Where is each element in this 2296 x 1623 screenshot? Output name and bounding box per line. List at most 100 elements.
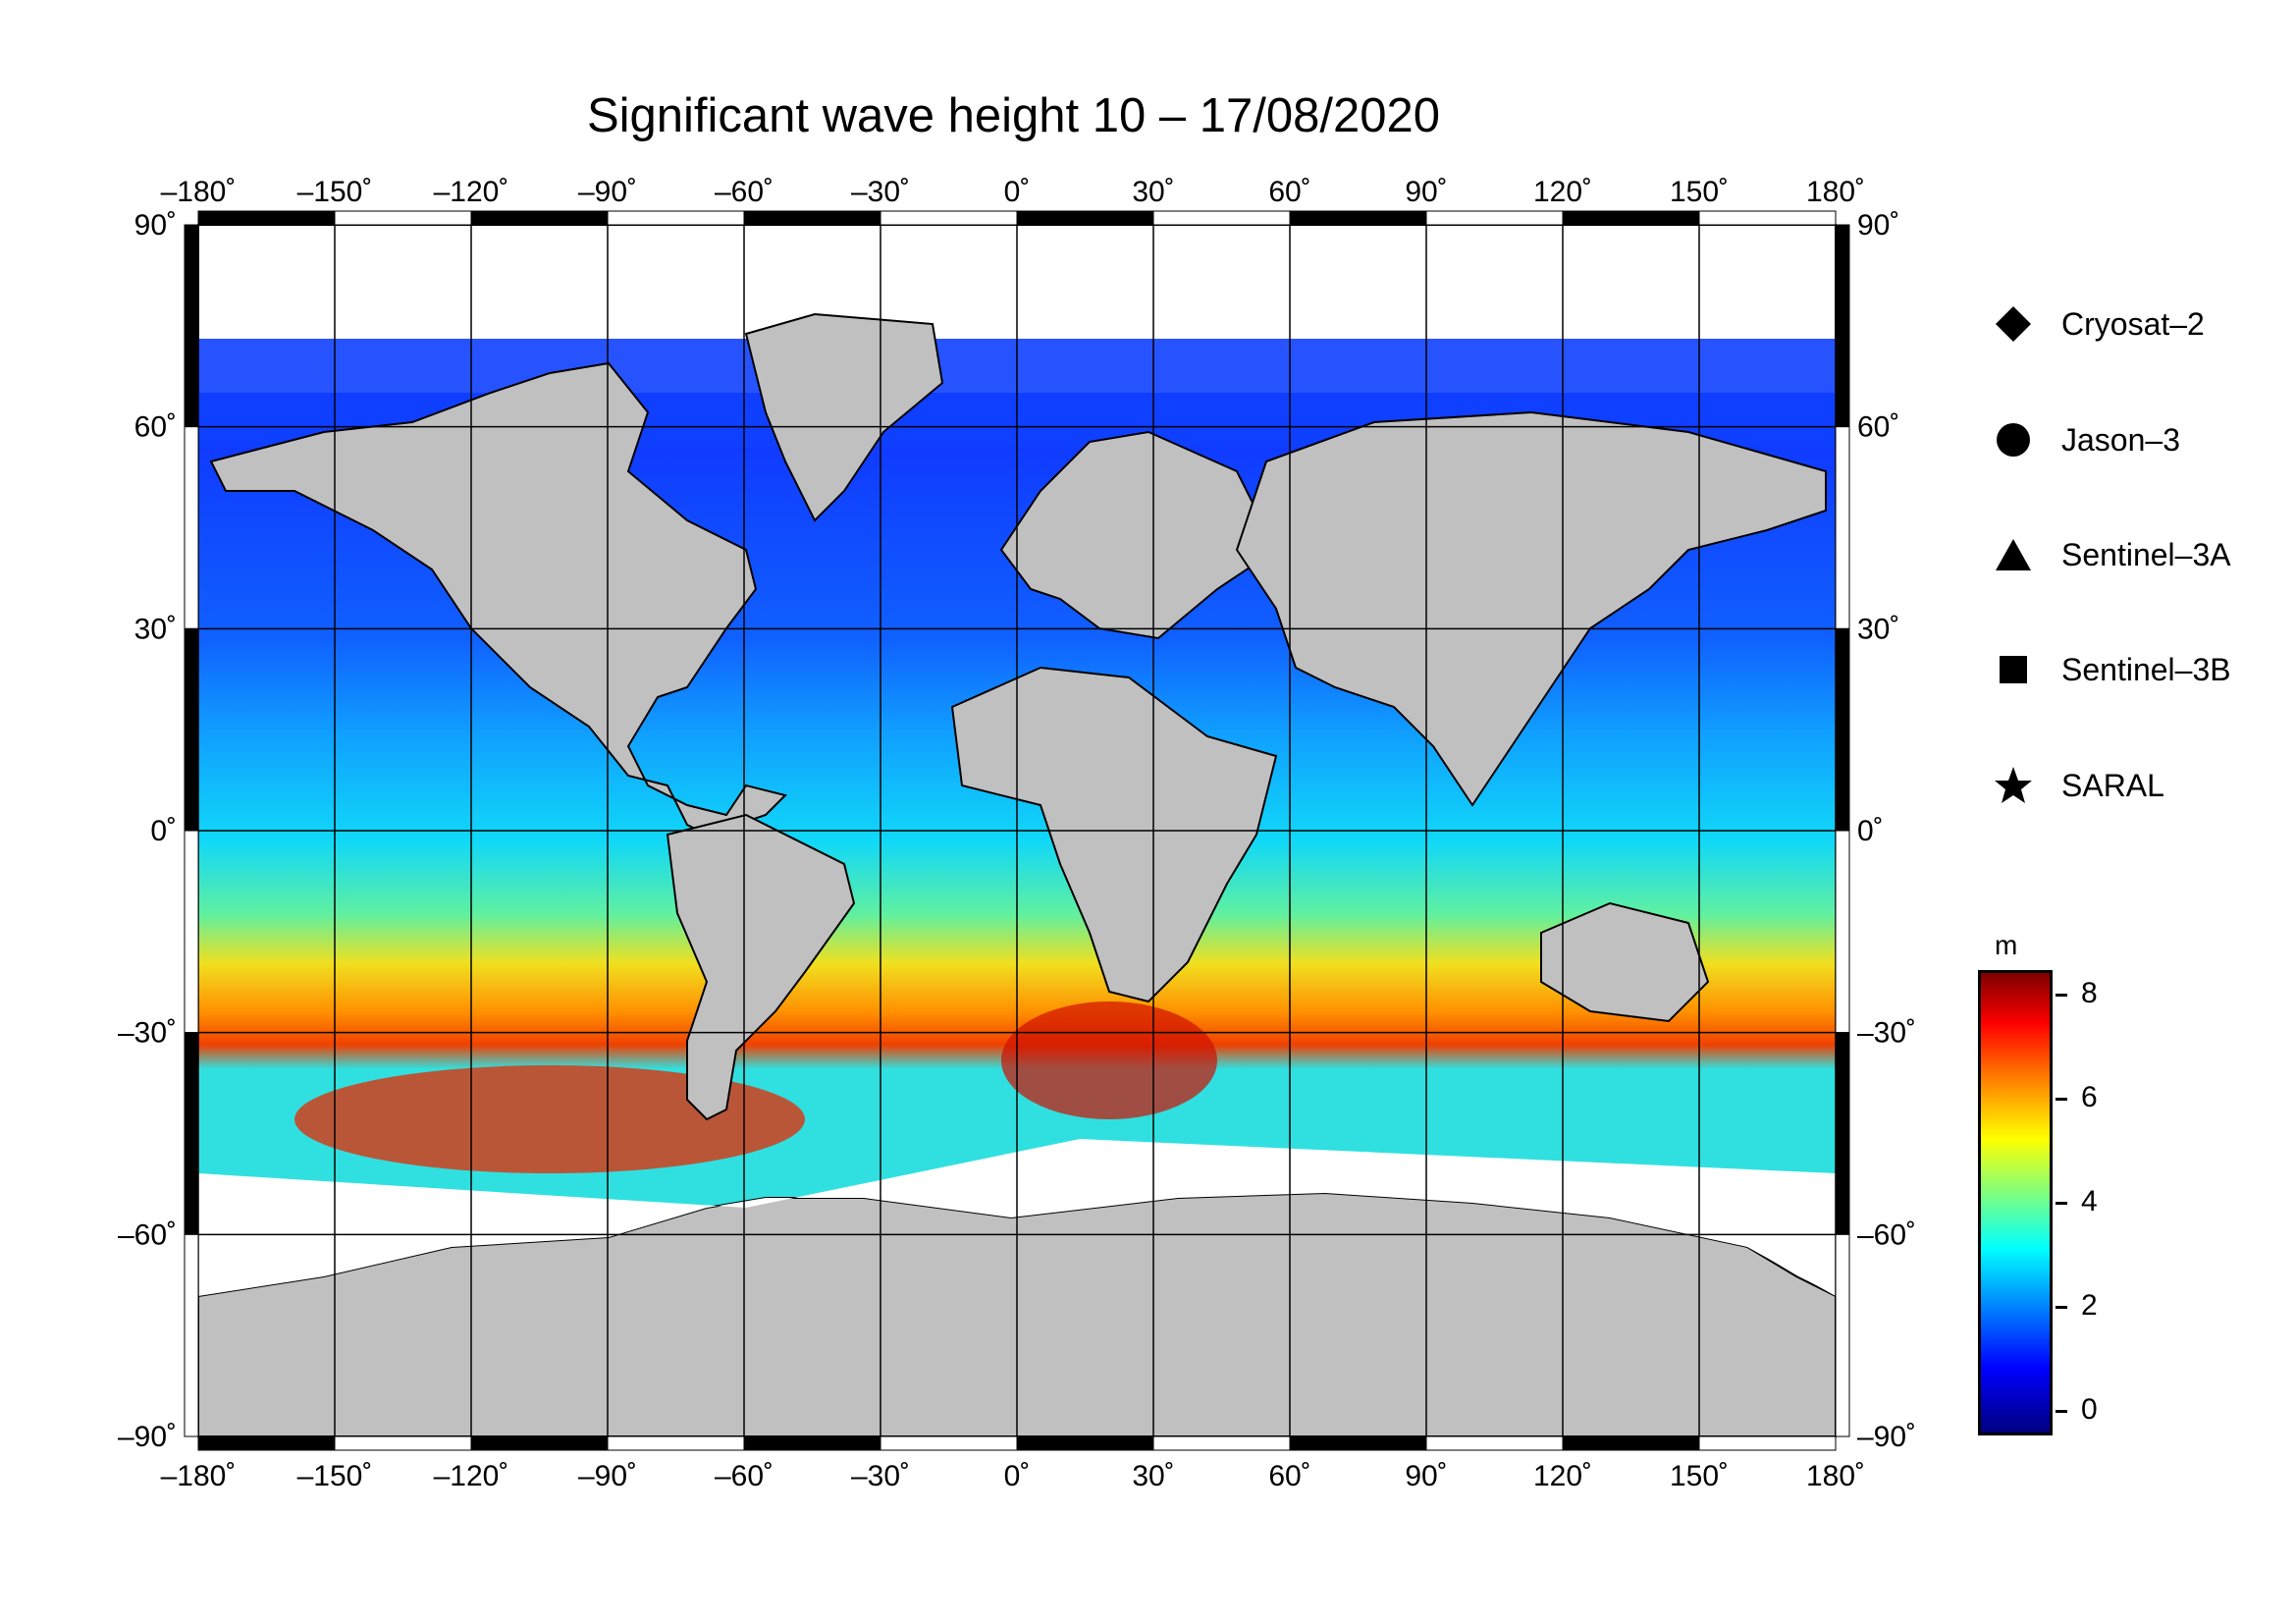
lon-tick-label-top: 60˚ bbox=[1268, 176, 1310, 208]
lat-tick-label-right: –30˚ bbox=[1857, 1017, 1916, 1050]
lon-tick-label-top: 0˚ bbox=[1004, 176, 1031, 208]
lat-tick-label-left: –30˚ bbox=[118, 1017, 177, 1050]
colorbar-tick bbox=[2056, 1410, 2067, 1413]
circle-icon bbox=[1993, 419, 2034, 460]
frame-bar-bottom bbox=[1016, 1435, 1154, 1451]
legend-label: Sentinel–3B bbox=[2061, 651, 2231, 687]
frame-bar-top bbox=[1698, 210, 1837, 226]
lat-tick-label-right: 30˚ bbox=[1857, 613, 1899, 645]
africa bbox=[950, 666, 1278, 1003]
frame-bar-top bbox=[607, 210, 745, 226]
lon-tick-label-top: 180˚ bbox=[1806, 176, 1865, 208]
lon-tick-label-bottom: –60˚ bbox=[715, 1460, 774, 1492]
frame-bar-left bbox=[184, 1032, 199, 1235]
legend-label: Cryosat–2 bbox=[2061, 305, 2205, 342]
legend-item-sentinel-3a: Sentinel–3A bbox=[1993, 530, 2231, 579]
frame-bar-right bbox=[1835, 224, 1850, 428]
colorbar-tick bbox=[2056, 994, 2067, 997]
lat-tick-label-left: –90˚ bbox=[118, 1421, 177, 1453]
asia bbox=[1235, 410, 1827, 807]
frame-bar-bottom bbox=[1425, 1435, 1564, 1451]
lon-tick-label-bottom: 90˚ bbox=[1405, 1460, 1447, 1492]
lon-tick-label-bottom: –30˚ bbox=[851, 1460, 910, 1492]
colorbar-label: 0 bbox=[2081, 1393, 2098, 1426]
frame-bar-left bbox=[184, 1233, 199, 1437]
frame-bar-right bbox=[1835, 1032, 1850, 1235]
colorbar bbox=[1978, 970, 2053, 1435]
frame-bar-right bbox=[1835, 830, 1850, 1034]
frame-bar-bottom bbox=[334, 1435, 472, 1451]
colorbar-tick bbox=[2056, 1306, 2067, 1309]
lon-tick-label-bottom: 60˚ bbox=[1268, 1460, 1310, 1492]
southern-ocean-high-waves-east bbox=[1001, 1001, 1217, 1119]
south-america bbox=[666, 813, 856, 1121]
legend-item-cryosat: Cryosat–2 bbox=[1993, 299, 2205, 349]
frame-bar-left bbox=[184, 224, 199, 428]
lon-tick-label-top: 120˚ bbox=[1533, 176, 1592, 208]
lon-tick-label-top: 30˚ bbox=[1132, 176, 1174, 208]
legend-item-jason: Jason–3 bbox=[1993, 415, 2180, 464]
square-icon bbox=[1993, 649, 2034, 690]
legend-item-saral: SARAL bbox=[1993, 761, 2164, 810]
frame-bar-bottom bbox=[1698, 1435, 1837, 1451]
lon-tick-label-top: 150˚ bbox=[1670, 176, 1729, 208]
triangle-icon bbox=[1993, 534, 2034, 575]
frame-bars bbox=[184, 210, 1850, 1451]
australia bbox=[1540, 901, 1710, 1023]
lat-tick-label-right: 60˚ bbox=[1857, 411, 1899, 444]
lat-tick-label-left: 90˚ bbox=[134, 209, 177, 242]
lon-tick-label-top: –30˚ bbox=[851, 176, 910, 208]
colorbar-label: 8 bbox=[2081, 977, 2098, 1009]
legend-item-sentinel-3b: Sentinel–3B bbox=[1993, 645, 2231, 694]
lon-tick-label-bottom: 30˚ bbox=[1132, 1460, 1174, 1492]
tick-labels: –180˚ –180˚ –150˚ –150˚ –120˚ –120˚ –90˚ –90˚ –6… bbox=[118, 176, 1916, 1492]
lat-tick-label-left: 30˚ bbox=[134, 613, 177, 645]
frame-bar-top bbox=[197, 210, 336, 226]
lat-tick-label-right: 0˚ bbox=[1857, 815, 1884, 847]
frame-bar-bottom bbox=[470, 1435, 609, 1451]
frame-bar-bottom bbox=[1289, 1435, 1427, 1451]
colorbar-label: 2 bbox=[2081, 1289, 2098, 1322]
lat-tick-label-left: 60˚ bbox=[134, 411, 177, 444]
frame-bar-bottom bbox=[743, 1435, 881, 1451]
greenland bbox=[744, 312, 944, 522]
frame-bar-top bbox=[1425, 210, 1564, 226]
lon-tick-label-top: –90˚ bbox=[578, 176, 637, 208]
frame-bar-top bbox=[334, 210, 472, 226]
frame-bar-top bbox=[1289, 210, 1427, 226]
lon-tick-label-bottom: –180˚ bbox=[161, 1460, 237, 1492]
lon-tick-label-bottom: –150˚ bbox=[297, 1460, 373, 1492]
colorbar-tick bbox=[2056, 1202, 2067, 1205]
north-america bbox=[209, 361, 787, 837]
diamond-icon bbox=[1993, 303, 2034, 345]
frame-bar-bottom bbox=[197, 1435, 336, 1451]
lon-tick-label-bottom: –90˚ bbox=[578, 1460, 637, 1492]
frame-bar-left bbox=[184, 830, 199, 1034]
lat-tick-label-right: –90˚ bbox=[1857, 1421, 1916, 1453]
lon-tick-label-top: –120˚ bbox=[434, 176, 509, 208]
lat-tick-label-right: 90˚ bbox=[1857, 209, 1899, 242]
star-icon bbox=[1993, 765, 2034, 806]
legend-label: SARAL bbox=[2061, 767, 2164, 803]
frame-bar-top bbox=[1016, 210, 1154, 226]
frame-bar-bottom bbox=[880, 1435, 1018, 1451]
colorbar-label: 6 bbox=[2081, 1081, 2098, 1113]
lon-tick-label-bottom: –120˚ bbox=[434, 1460, 509, 1492]
frame-bar-top bbox=[880, 210, 1018, 226]
frame-bar-bottom bbox=[1152, 1435, 1291, 1451]
frame-bar-right bbox=[1835, 1233, 1850, 1437]
frame-bar-left bbox=[184, 627, 199, 832]
lon-tick-label-bottom: 120˚ bbox=[1533, 1460, 1592, 1492]
colorbar-label: 4 bbox=[2081, 1185, 2098, 1217]
colorbar-tick bbox=[2056, 1098, 2067, 1101]
frame-bar-bottom bbox=[1562, 1435, 1700, 1451]
lon-tick-label-bottom: 150˚ bbox=[1670, 1460, 1729, 1492]
colorbar-unit: m bbox=[1995, 930, 2018, 960]
southern-ocean-high-waves bbox=[294, 1065, 805, 1173]
lon-tick-label-bottom: 180˚ bbox=[1806, 1460, 1865, 1492]
lat-tick-label-left: –60˚ bbox=[118, 1218, 177, 1251]
legend-label: Jason–3 bbox=[2061, 421, 2180, 458]
lat-tick-label-left: 0˚ bbox=[150, 815, 177, 847]
lon-tick-label-bottom: 0˚ bbox=[1004, 1460, 1031, 1492]
